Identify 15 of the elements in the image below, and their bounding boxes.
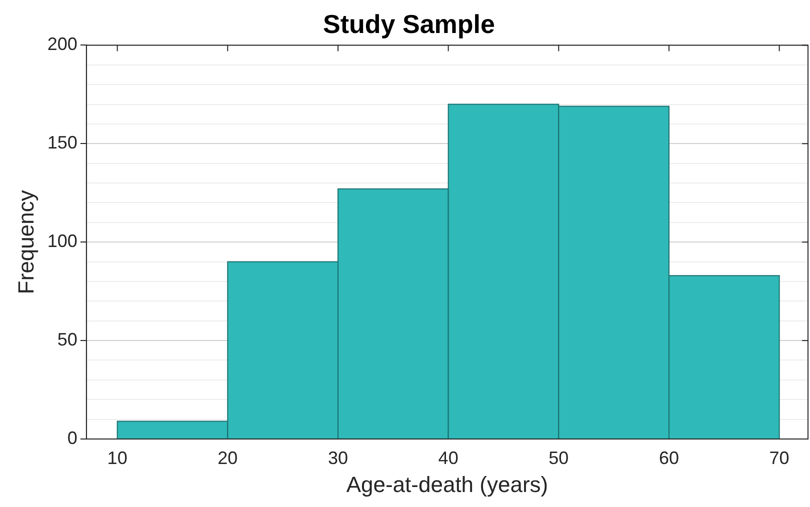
x-tick-label: 30 — [328, 448, 348, 468]
x-tick-label: 50 — [548, 448, 569, 468]
chart-title: Study Sample — [323, 8, 495, 39]
y-tick-label: 150 — [47, 132, 78, 153]
y-tick-label: 100 — [47, 231, 78, 252]
y-tick-label: 0 — [67, 428, 78, 448]
y-tick-label: 200 — [47, 34, 78, 54]
x-tick-label: 60 — [658, 448, 679, 468]
x-axis-title: Age-at-death (years) — [346, 472, 548, 497]
y-tick-label: 50 — [57, 330, 78, 350]
x-tick-label: 10 — [107, 448, 128, 468]
x-tick-label: 40 — [438, 448, 458, 468]
y-axis-title: Frequency — [13, 190, 38, 294]
x-tick-label: 70 — [769, 448, 790, 468]
x-tick-label: 20 — [218, 448, 238, 468]
